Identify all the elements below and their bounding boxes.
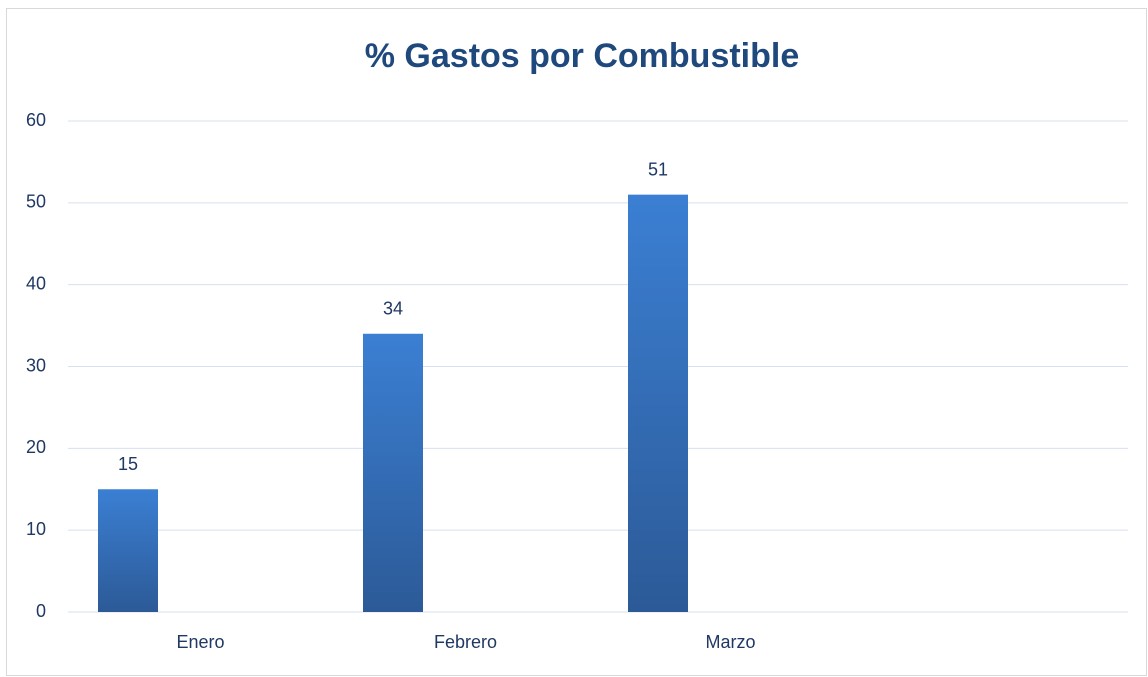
- y-tick-label: 0: [36, 601, 46, 621]
- y-tick-label: 20: [26, 437, 46, 457]
- chart-title: % Gastos por Combustible: [365, 37, 800, 75]
- x-tick-label: Marzo: [705, 632, 755, 652]
- data-label: 51: [648, 159, 668, 179]
- y-tick-label: 40: [26, 273, 46, 293]
- chart-frame: [6, 8, 1147, 676]
- bar: [98, 489, 158, 612]
- y-tick-label: 60: [26, 110, 46, 130]
- bar: [628, 194, 688, 612]
- x-tick-label: Enero: [176, 632, 224, 652]
- y-tick-label: 50: [26, 192, 46, 212]
- y-tick-label: 30: [26, 355, 46, 375]
- x-tick-label: Febrero: [434, 632, 497, 652]
- data-label: 34: [383, 299, 403, 319]
- data-label: 15: [118, 454, 138, 474]
- y-tick-label: 10: [26, 519, 46, 539]
- bar: [363, 333, 423, 612]
